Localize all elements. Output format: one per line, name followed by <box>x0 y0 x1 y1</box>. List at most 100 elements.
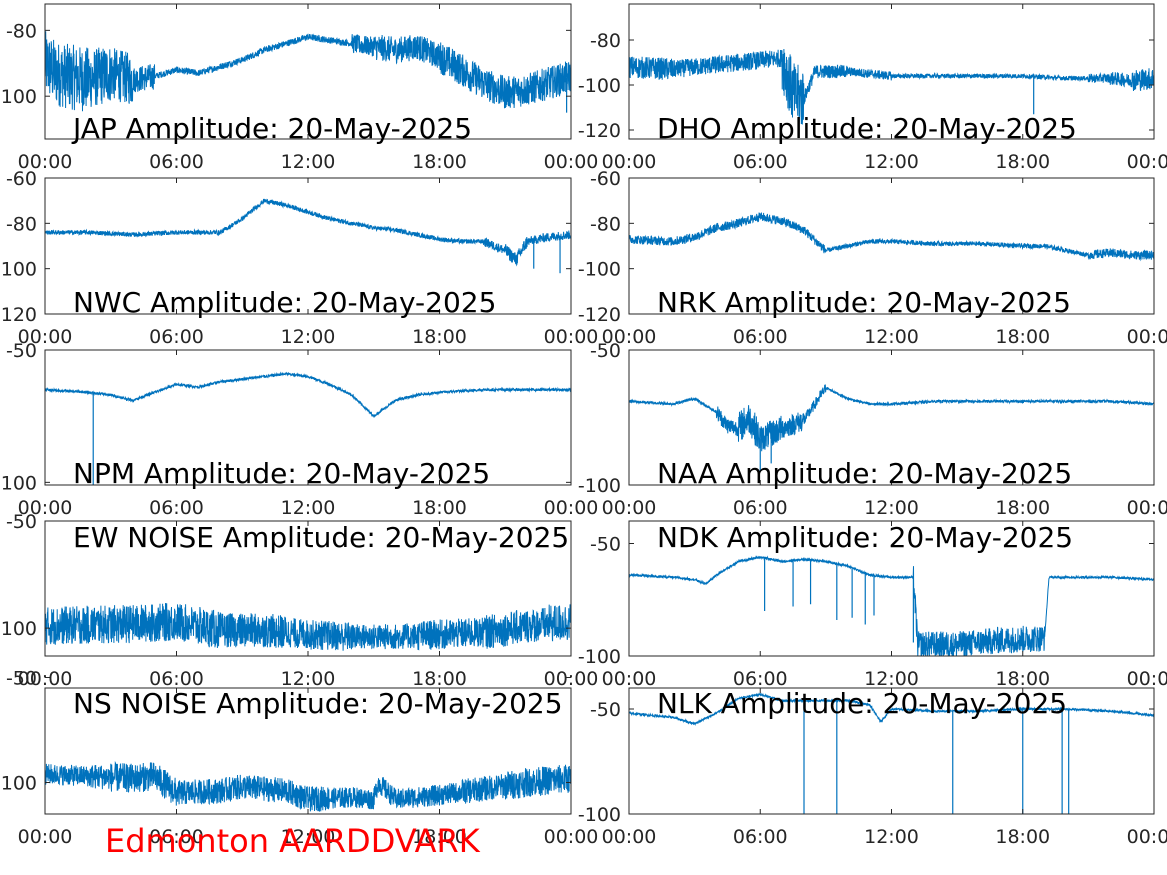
y-tick-label: 120 <box>1 304 37 326</box>
x-tick-label: 00:00 <box>544 151 599 173</box>
y-tick-label: -100 <box>578 259 621 281</box>
y-tick-label: 100 <box>1 773 37 795</box>
x-tick-label: 00:00 <box>544 497 599 519</box>
x-tick-label: 12:00 <box>864 151 919 173</box>
x-tick-label: 18:00 <box>995 497 1050 519</box>
x-tick-label: 00:00 <box>602 826 657 848</box>
y-tick-label: -50 <box>590 340 621 362</box>
series-line <box>45 371 571 418</box>
x-tick-label: 00:00 <box>18 497 73 519</box>
y-tick-label: -120 <box>578 304 621 326</box>
panel-title: NDK Amplitude: 20-May-2025 <box>657 521 1073 554</box>
y-tick-label: -120 <box>578 120 621 142</box>
panel-1: 00:00 06:00 12:00 18:00 00:00 -80 -100 -120 DHO … <box>578 3 1167 173</box>
y-tick-label: -80 <box>6 213 37 235</box>
x-tick-label: 00:00 <box>602 668 657 690</box>
x-tick-label: 18:00 <box>995 326 1050 348</box>
x-tick-label: 00:00 <box>1127 668 1167 690</box>
x-tick-label: 12:00 <box>281 497 336 519</box>
x-tick-label: 06:00 <box>733 326 788 348</box>
y-tick-label: 100 <box>1 618 37 640</box>
x-tick-label: 00:00 <box>544 668 599 690</box>
x-tick-label: 00:00 <box>18 668 73 690</box>
x-tick-label: 00:00 <box>544 826 599 848</box>
y-tick-label: -80 <box>6 20 37 42</box>
x-tick-label: 12:00 <box>864 668 919 690</box>
series-line <box>45 31 571 112</box>
panel-title: NS NOISE Amplitude: 20-May-2025 <box>73 687 563 720</box>
x-tick-label: 00:00 <box>18 826 73 848</box>
x-tick-label: 00:00 <box>1127 151 1167 173</box>
series-line <box>45 760 571 812</box>
panel-title: NAA Amplitude: 20-May-2025 <box>657 457 1072 490</box>
x-tick-label: 12:00 <box>281 151 336 173</box>
y-tick-label: -50 <box>6 340 37 362</box>
x-tick-label: 18:00 <box>412 497 467 519</box>
panel-0: 00:00 06:00 12:00 18:00 00:00 -80 100 JAP Ampli… <box>1 3 599 173</box>
x-tick-label: 18:00 <box>412 826 467 848</box>
series-line <box>629 692 1154 727</box>
x-tick-label: 12:00 <box>281 326 336 348</box>
x-tick-label: 00:00 <box>602 151 657 173</box>
series-line <box>629 212 1154 262</box>
y-tick-label: 100 <box>1 86 37 108</box>
y-tick-label: -50 <box>590 699 621 721</box>
x-tick-label: 00:00 <box>602 326 657 348</box>
x-tick-label: 00:00 <box>18 326 73 348</box>
x-tick-label: 06:00 <box>733 668 788 690</box>
panel-9: 00:00 06:00 12:00 18:00 00:00 -50 -100 NLK Ampl… <box>578 687 1167 848</box>
panel-title: DHO Amplitude: 20-May-2025 <box>657 112 1077 145</box>
x-tick-label: 06:00 <box>733 497 788 519</box>
x-tick-label: 12:00 <box>281 668 336 690</box>
x-tick-label: 06:00 <box>733 151 788 173</box>
y-tick-label: -50 <box>590 534 621 556</box>
x-tick-label: 00:00 <box>1127 326 1167 348</box>
y-tick-label: -60 <box>6 168 37 190</box>
x-tick-label: 00:00 <box>18 151 73 173</box>
x-tick-label: 18:00 <box>995 151 1050 173</box>
series-line <box>629 384 1154 452</box>
series-line <box>629 555 1154 656</box>
y-tick-label: 100 <box>1 472 37 494</box>
y-tick-label: 100 <box>1 259 37 281</box>
y-tick-label: -80 <box>590 30 621 52</box>
y-tick-label: -60 <box>590 168 621 190</box>
panel-2: 00:00 06:00 12:00 18:00 00:00 -60 -80 100 120 NWC… <box>1 168 599 348</box>
x-tick-label: 00:00 <box>1127 497 1167 519</box>
x-tick-label: 12:00 <box>864 826 919 848</box>
x-tick-label: 06:00 <box>149 151 204 173</box>
x-tick-label: 12:00 <box>281 826 336 848</box>
y-tick-label: -80 <box>590 213 621 235</box>
panel-title: NRK Amplitude: 20-May-2025 <box>657 286 1071 319</box>
station-footer-label: Edmonton AARDDVARK <box>105 822 480 860</box>
x-tick-label: 06:00 <box>733 826 788 848</box>
x-tick-label: 00:00 <box>602 497 657 519</box>
x-tick-label: 06:00 <box>149 668 204 690</box>
x-tick-label: 18:00 <box>412 668 467 690</box>
series-line <box>45 601 571 651</box>
panel-3: 00:00 06:00 12:00 18:00 00:00 -60 -80 -100 -120 N… <box>578 168 1167 348</box>
x-tick-label: 00:00 <box>1127 826 1167 848</box>
y-tick-label: -50 <box>6 668 37 690</box>
panel-4: 00:00 06:00 12:00 18:00 00:00 -50 100 NPM Ampli… <box>1 340 599 519</box>
panel-5: 00:00 06:00 12:00 18:00 00:00 -50 -100 NAA Ampl… <box>578 340 1167 519</box>
y-tick-label: -50 <box>6 511 37 533</box>
x-tick-label: 12:00 <box>864 497 919 519</box>
x-tick-label: 18:00 <box>412 151 467 173</box>
panel-title: EW NOISE Amplitude: 20-May-2025 <box>73 521 569 554</box>
panel-title: JAP Amplitude: 20-May-2025 <box>71 112 472 145</box>
x-tick-label: 18:00 <box>412 326 467 348</box>
y-tick-label: -100 <box>578 75 621 97</box>
series-line <box>629 48 1154 125</box>
x-tick-label: 12:00 <box>864 326 919 348</box>
x-tick-label: 18:00 <box>995 826 1050 848</box>
panel-title: NPM Amplitude: 20-May-2025 <box>73 457 490 490</box>
y-tick-label: -100 <box>578 475 621 497</box>
x-tick-label: 06:00 <box>149 497 204 519</box>
panel-7: 00:00 06:00 12:00 18:00 00:00 -50 -100 NDK Ampl… <box>578 520 1167 690</box>
x-tick-label: 00:00 <box>544 326 599 348</box>
panel-title: NWC Amplitude: 20-May-2025 <box>73 286 496 319</box>
